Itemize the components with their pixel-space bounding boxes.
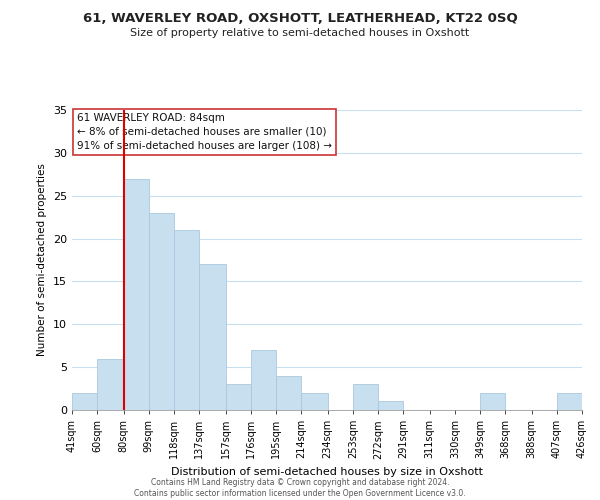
- Bar: [174, 230, 199, 410]
- Bar: [480, 393, 505, 410]
- Bar: [149, 213, 174, 410]
- Bar: [301, 393, 328, 410]
- Text: 61, WAVERLEY ROAD, OXSHOTT, LEATHERHEAD, KT22 0SQ: 61, WAVERLEY ROAD, OXSHOTT, LEATHERHEAD,…: [83, 12, 517, 26]
- Bar: [276, 376, 301, 410]
- Bar: [97, 358, 124, 410]
- Bar: [124, 178, 149, 410]
- Text: 61 WAVERLEY ROAD: 84sqm
← 8% of semi-detached houses are smaller (10)
91% of sem: 61 WAVERLEY ROAD: 84sqm ← 8% of semi-det…: [77, 113, 332, 151]
- Text: Size of property relative to semi-detached houses in Oxshott: Size of property relative to semi-detach…: [130, 28, 470, 38]
- X-axis label: Distribution of semi-detached houses by size in Oxshott: Distribution of semi-detached houses by …: [171, 467, 483, 477]
- Bar: [557, 393, 582, 410]
- Bar: [353, 384, 378, 410]
- Y-axis label: Number of semi-detached properties: Number of semi-detached properties: [37, 164, 47, 356]
- Bar: [378, 402, 403, 410]
- Bar: [72, 393, 97, 410]
- Bar: [199, 264, 226, 410]
- Bar: [251, 350, 276, 410]
- Bar: [226, 384, 251, 410]
- Text: Contains HM Land Registry data © Crown copyright and database right 2024.
Contai: Contains HM Land Registry data © Crown c…: [134, 478, 466, 498]
